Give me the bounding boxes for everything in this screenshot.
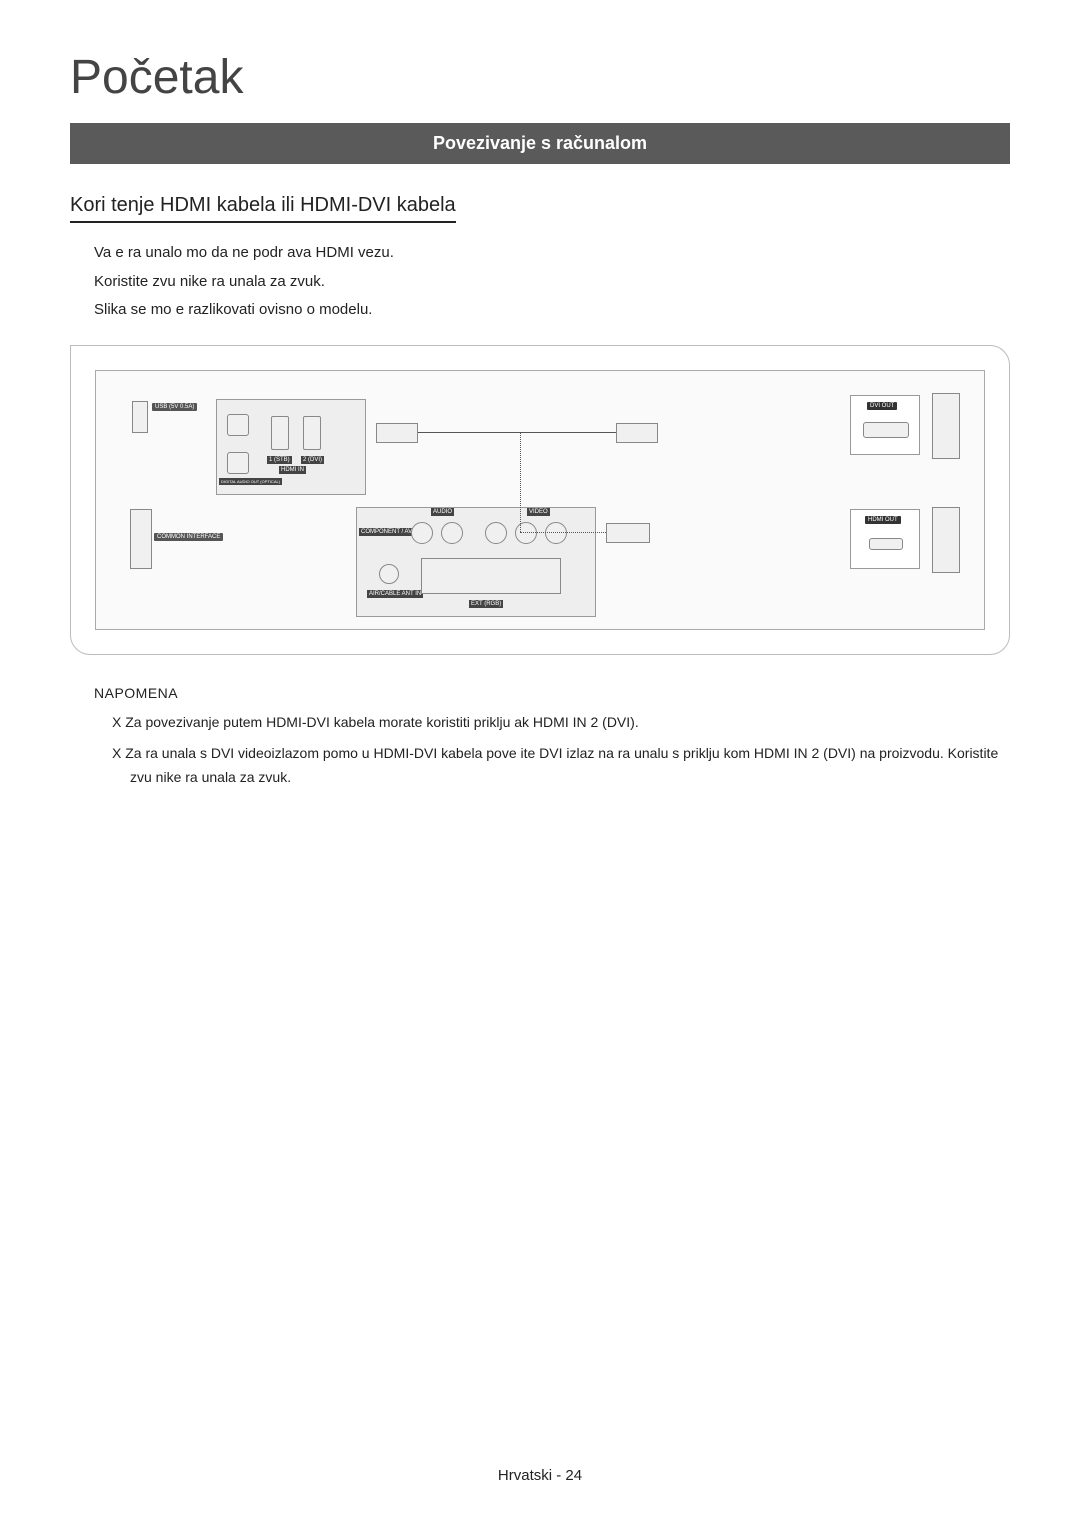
body-line: Va e ra unalo mo da ne podr ava HDMI vez…	[94, 239, 1010, 268]
dvi-out-label: DVI OUT	[867, 402, 897, 410]
audio-label: AUDIO	[431, 508, 454, 516]
optical-port	[227, 452, 249, 474]
body-line: Slika se mo e razlikovati ovisno o model…	[94, 296, 1010, 325]
note-item: X Za povezivanje putem HDMI-DVI kabela m…	[112, 711, 1010, 735]
ant-port	[379, 564, 399, 584]
ext-rgb-label: EXT (RGB)	[469, 600, 503, 608]
page-title: Početak	[70, 50, 1010, 105]
rca-5	[545, 522, 567, 544]
note-item: X Za ra unala s DVI videoizlazom pomo u …	[112, 742, 1010, 790]
optical-label: DIGITAL AUDIO OUT (OPTICAL)	[219, 478, 282, 485]
rca-1	[411, 522, 433, 544]
ci-slot	[130, 509, 152, 569]
connection-diagram: USB (5V 0.5A) DIGITAL AUDIO OUT (OPTICAL…	[95, 370, 985, 630]
usb-label: USB (5V 0.5A)	[152, 403, 197, 411]
body-line: Koristite zvu nike ra unala za zvuk.	[94, 268, 1010, 297]
hdmi-port-2	[303, 416, 321, 450]
dvi-plug-right	[616, 423, 658, 443]
pc-tower-2	[932, 507, 960, 573]
pc-tower-1	[932, 393, 960, 459]
page-footer: Hrvatski - 24	[0, 1467, 1080, 1484]
dvi-out-port	[863, 422, 909, 438]
hdmi-in-label: HDMI IN	[279, 466, 306, 474]
hdmi-1-label: 1 (STB)	[267, 456, 292, 464]
dvi-plug-left	[376, 423, 418, 443]
section-bar: Povezivanje s računalom	[70, 123, 1010, 164]
video-label: VIDEO	[527, 508, 550, 516]
note-heading: NAPOMENA	[94, 685, 1010, 701]
rca-3	[485, 522, 507, 544]
note-list: X Za povezivanje putem HDMI-DVI kabela m…	[70, 711, 1010, 790]
ant-label: AIR/CABLE ANT IN	[367, 590, 423, 598]
rca-4	[515, 522, 537, 544]
hdmi-out-port	[869, 538, 903, 550]
cable-vertical	[520, 432, 521, 532]
cable-bottom	[520, 532, 606, 533]
ci-label: COMMON INTERFACE	[154, 533, 223, 541]
rca-2	[441, 522, 463, 544]
hdmi-in-group: DIGITAL AUDIO OUT (OPTICAL) 1 (STB) 2 (D…	[216, 399, 366, 495]
component-group: AUDIO VIDEO COMPONENT / AV IN AIR/CABLE …	[356, 507, 596, 617]
diagram-frame: USB (5V 0.5A) DIGITAL AUDIO OUT (OPTICAL…	[70, 345, 1010, 655]
usb-port	[132, 401, 148, 433]
hdmi-plug	[606, 523, 650, 543]
cable-top	[418, 432, 618, 433]
service-port	[227, 414, 249, 436]
pc-hdmi: HDMI OUT	[850, 509, 920, 569]
pc-dvi: DVI OUT	[850, 395, 920, 455]
hdmi-out-label: HDMI OUT	[865, 516, 901, 524]
hdmi-port-1	[271, 416, 289, 450]
body-text: Va e ra unalo mo da ne podr ava HDMI vez…	[70, 239, 1010, 325]
ext-rgb-port	[421, 558, 561, 594]
subheading: Kori tenje HDMI kabela ili HDMI-DVI kabe…	[70, 194, 456, 223]
hdmi-2-label: 2 (DVI)	[301, 456, 324, 464]
